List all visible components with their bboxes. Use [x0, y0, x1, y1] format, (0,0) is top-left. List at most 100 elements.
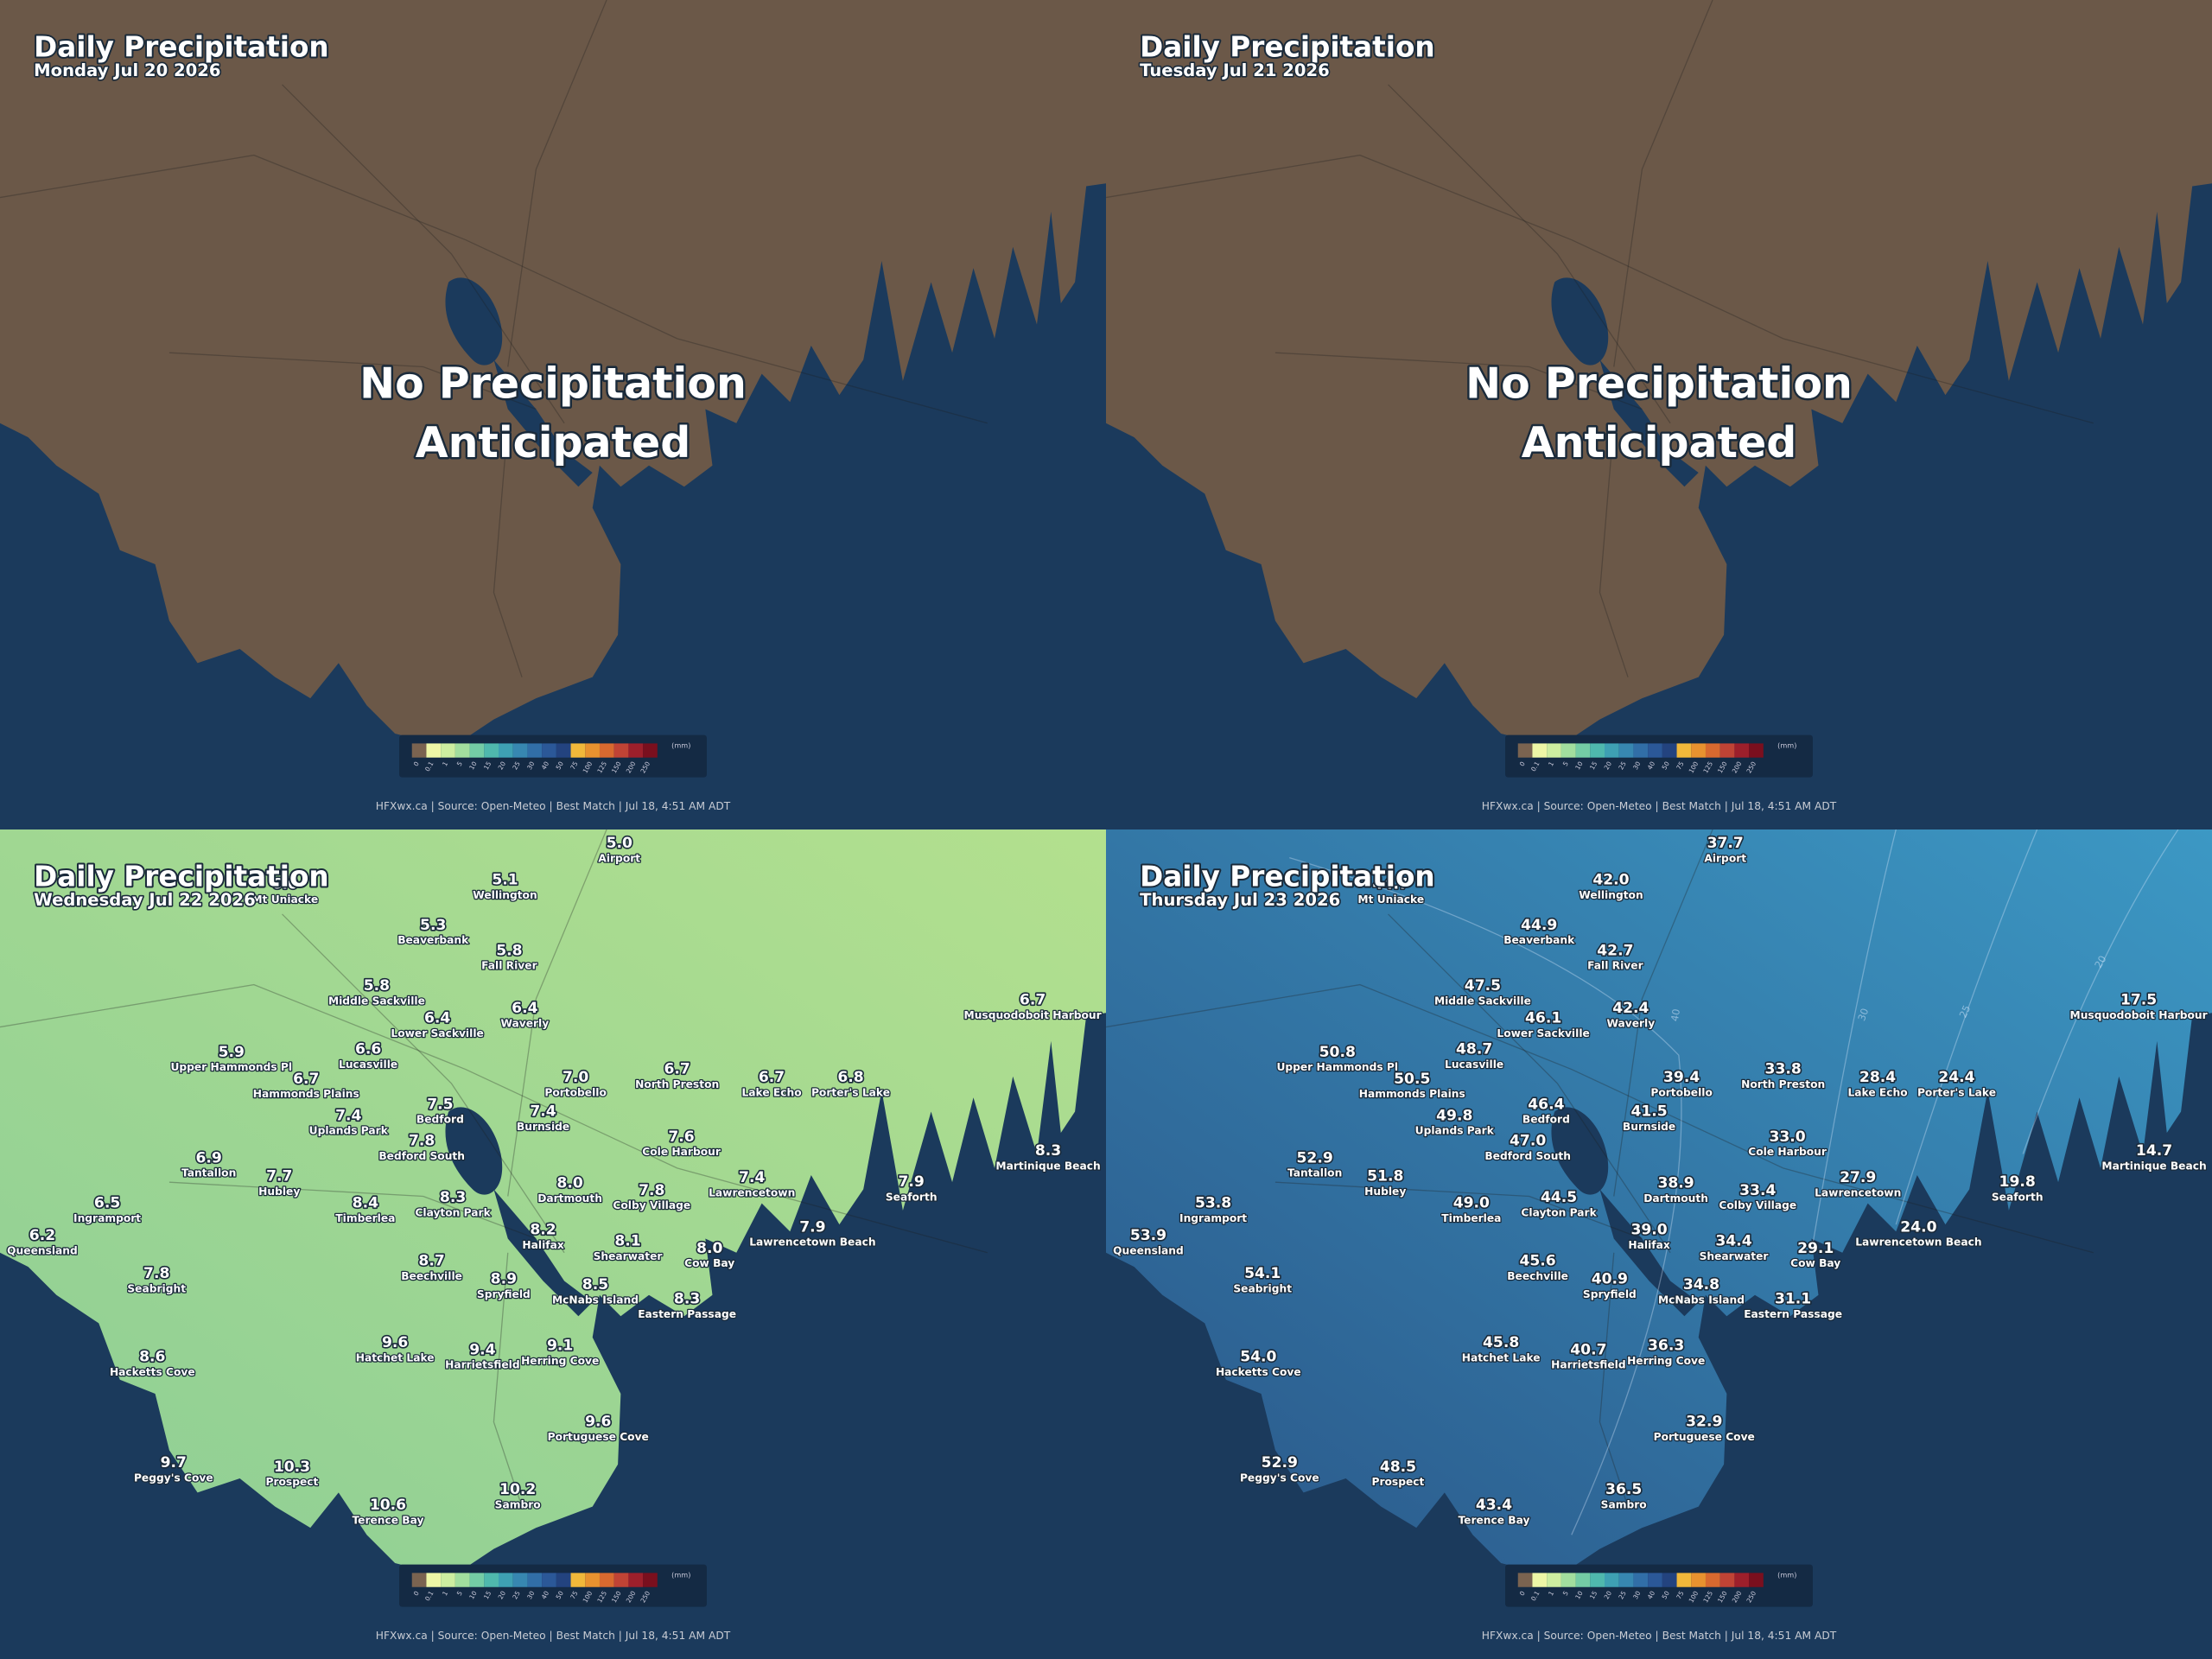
- legend-swatch: [1691, 743, 1706, 758]
- legend-unit: (mm): [1777, 1570, 1796, 1579]
- place-value: 8.3: [674, 1291, 700, 1308]
- footer: HFXwx.ca | Source: Open-Meteo | Best Mat…: [1482, 800, 1837, 813]
- place-name: Mt Uniacke: [251, 893, 318, 906]
- legend-swatch: [1705, 1573, 1720, 1587]
- legend-label: 5: [455, 1589, 464, 1597]
- place-value: 6.7: [759, 1069, 785, 1086]
- place-name: Beaverbank: [1503, 934, 1575, 946]
- place-value: 44.7: [1373, 876, 1409, 893]
- legend-swatch: [613, 1573, 629, 1587]
- place-value: 41.5: [1630, 1103, 1667, 1120]
- place-value: 33.4: [1739, 1182, 1776, 1199]
- place-value: 53.9: [1130, 1227, 1166, 1244]
- legend-swatch: [441, 1573, 455, 1587]
- place-name: Harrietsfield: [1551, 1359, 1626, 1371]
- contour: [1810, 830, 1897, 1253]
- place-name: Hacketts Cove: [110, 1366, 195, 1378]
- place-name: Middle Sackville: [1434, 995, 1531, 1007]
- road: [507, 0, 607, 367]
- place-name: Hatchet Lake: [1462, 1352, 1541, 1364]
- place-name: Airport: [598, 853, 640, 865]
- place-value: 44.5: [1541, 1189, 1577, 1206]
- place-name: Herring Cove: [521, 1355, 599, 1367]
- place-value: 8.0: [556, 1175, 582, 1192]
- legend-unit: (mm): [1777, 741, 1796, 749]
- legend-label: 40: [1646, 760, 1657, 771]
- no-precip-message: Anticipated: [416, 418, 691, 467]
- place-value: 6.7: [1020, 991, 1046, 1008]
- legend-swatch: [643, 743, 658, 758]
- place-value: 6.5: [94, 1195, 120, 1212]
- place-name: Dartmouth: [1643, 1192, 1708, 1205]
- legend-swatch: [1734, 743, 1750, 758]
- place-name: Prospect: [266, 1476, 319, 1488]
- legend-swatch: [1517, 1573, 1533, 1587]
- place-name: Beaverbank: [397, 934, 469, 946]
- harbour: [1551, 277, 1609, 365]
- legend-label: 20: [1603, 760, 1614, 771]
- place-value: 32.9: [1686, 1414, 1722, 1431]
- legend-label: 30: [525, 760, 537, 771]
- legend-swatch: [1648, 743, 1662, 758]
- place-name: Timberlea: [335, 1212, 395, 1224]
- legend-swatch: [542, 1573, 556, 1587]
- legend-swatch: [1604, 743, 1619, 758]
- place-name: Waverly: [500, 1018, 549, 1030]
- road: [282, 913, 565, 1254]
- road: [1599, 423, 1629, 677]
- legend-swatch: [527, 743, 543, 758]
- place-value: 6.0: [272, 876, 298, 893]
- legend-label: 15: [482, 760, 493, 771]
- place-name: Martinique Beach: [2101, 1160, 2206, 1172]
- place-name: Cole Harbour: [642, 1146, 721, 1158]
- legend-swatch: [1618, 1573, 1634, 1587]
- place-value: 8.3: [1035, 1142, 1061, 1160]
- legend-label: 0: [412, 1589, 421, 1597]
- place-name: Sambro: [495, 1498, 541, 1510]
- panel-date: Monday Jul 20 2026: [34, 60, 220, 80]
- legend-swatch: [1590, 1573, 1605, 1587]
- legend-label: 15: [482, 1589, 493, 1600]
- place-name: Hubley: [1364, 1185, 1406, 1198]
- legend-label: 10: [1573, 760, 1585, 771]
- place-value: 9.7: [161, 1454, 187, 1471]
- no-precip-message: No Precipitation: [359, 359, 747, 408]
- legend-swatch: [1575, 743, 1591, 758]
- legend-swatch: [599, 743, 614, 758]
- place-value: 8.4: [353, 1195, 378, 1212]
- place-name: Queensland: [1113, 1244, 1184, 1256]
- legend-swatch: [1705, 743, 1720, 758]
- place-name: Airport: [1704, 853, 1746, 865]
- place-value: 6.9: [195, 1149, 221, 1166]
- place-name: Halifax: [1628, 1239, 1669, 1251]
- place-value: 8.0: [696, 1240, 722, 1257]
- legend-swatch: [628, 1573, 644, 1587]
- legend-unit: (mm): [671, 741, 690, 749]
- place-value: 10.3: [274, 1459, 310, 1476]
- place-value: 6.4: [424, 1010, 450, 1027]
- place-name: Harrietsfield: [445, 1359, 520, 1371]
- legend-swatch: [1662, 743, 1677, 758]
- contour: [2022, 830, 2179, 1154]
- place-name: Spryfield: [477, 1288, 531, 1300]
- place-value: 36.3: [1648, 1337, 1684, 1354]
- harbour: [493, 359, 593, 487]
- legend-label: 10: [467, 1589, 479, 1600]
- contour-label: 20: [2092, 953, 2108, 970]
- legend-label: 75: [1675, 760, 1686, 771]
- place-name: Lower Sackville: [391, 1027, 483, 1039]
- place-value: 49.0: [1453, 1195, 1490, 1212]
- place-name: Uplands Park: [309, 1125, 389, 1137]
- legend-swatch: [484, 743, 499, 758]
- legend-swatch: [1532, 1573, 1548, 1587]
- legend-label: 1: [1547, 1590, 1555, 1598]
- place-value: 7.8: [639, 1182, 664, 1199]
- legend-label: 0: [1518, 1589, 1527, 1597]
- place-name: Sambro: [1601, 1498, 1647, 1510]
- place-value: 7.9: [799, 1218, 825, 1236]
- legend-label: 30: [525, 1589, 537, 1600]
- place-value: 7.8: [409, 1133, 435, 1150]
- place-value: 38.9: [1657, 1175, 1694, 1192]
